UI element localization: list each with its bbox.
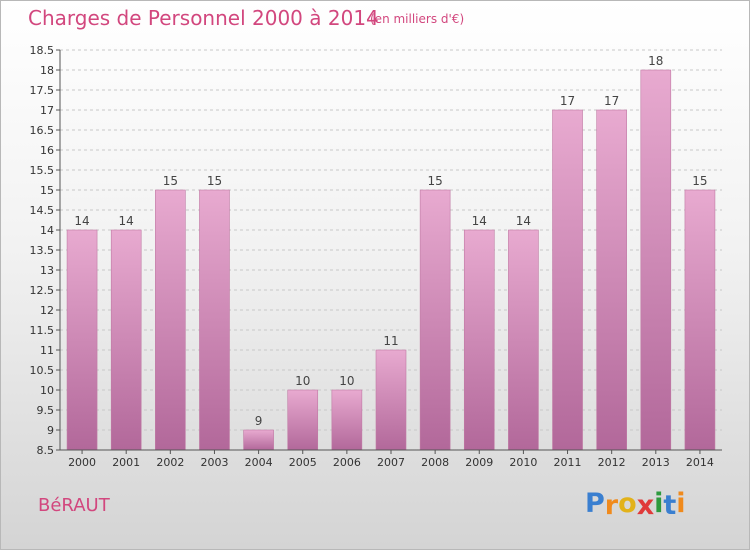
bar-2009 — [463, 229, 495, 451]
logo-letter: i — [654, 488, 664, 519]
y-tick-label: 17.5 — [30, 84, 55, 97]
x-tick-label: 2011 — [554, 456, 582, 469]
y-tick-label: 10.5 — [30, 364, 55, 377]
logo-letter: t — [663, 490, 677, 521]
bar-2013 — [640, 69, 672, 451]
x-tick-label: 2014 — [686, 456, 714, 469]
y-tick-label: 18 — [40, 64, 54, 77]
data-label: 10 — [339, 374, 354, 388]
data-label: 11 — [383, 334, 398, 348]
bar-2006 — [331, 389, 363, 451]
data-label: 14 — [119, 214, 134, 228]
chart-subtitle: (en milliers d'€) — [370, 12, 465, 26]
x-tick-label: 2001 — [112, 456, 140, 469]
y-tick-label: 9.5 — [37, 404, 55, 417]
bar-2010 — [508, 229, 539, 451]
commune-name: BéRAUT — [38, 495, 110, 516]
y-tick-label: 10 — [40, 384, 54, 397]
bar-2008 — [419, 189, 451, 451]
bar-2011 — [552, 109, 583, 451]
x-tick-label: 2008 — [421, 456, 449, 469]
x-tick-label: 2009 — [465, 456, 493, 469]
bar-2003 — [199, 189, 230, 451]
logo-letter: x — [636, 490, 655, 521]
data-label: 15 — [207, 174, 222, 188]
x-tick-label: 2000 — [68, 456, 96, 469]
y-tick-label: 14.5 — [30, 204, 55, 217]
data-label: 17 — [604, 94, 619, 108]
x-tick-label: 2007 — [377, 456, 405, 469]
data-label: 14 — [516, 214, 531, 228]
data-label: 17 — [560, 94, 575, 108]
data-label: 18 — [648, 54, 663, 68]
y-tick-label: 15 — [40, 184, 54, 197]
y-tick-label: 8.5 — [37, 444, 55, 457]
y-tick-label: 18.5 — [30, 44, 55, 57]
y-tick-label: 14 — [40, 224, 54, 237]
chart-title: Charges de Personnel 2000 à 2014 — [28, 6, 379, 30]
data-label: 14 — [74, 214, 89, 228]
x-tick-label: 2013 — [642, 456, 670, 469]
y-tick-label: 15.5 — [30, 164, 55, 177]
y-tick-label: 9 — [47, 424, 54, 437]
data-label: 15 — [427, 174, 442, 188]
y-tick-label: 11.5 — [30, 324, 55, 337]
y-tick-label: 16 — [40, 144, 54, 157]
x-tick-label: 2002 — [156, 456, 184, 469]
y-tick-label: 12 — [40, 304, 54, 317]
bar-2014 — [684, 189, 716, 451]
bar-2004 — [243, 429, 274, 451]
x-tick-label: 2010 — [509, 456, 537, 469]
data-label: 15 — [692, 174, 707, 188]
y-tick-label: 11 — [40, 344, 54, 357]
bar-2001 — [110, 229, 142, 451]
data-label: 15 — [163, 174, 178, 188]
x-tick-label: 2003 — [200, 456, 228, 469]
y-tick-label: 12.5 — [30, 284, 55, 297]
bar-2005 — [287, 389, 319, 451]
x-tick-label: 2005 — [289, 456, 317, 469]
proxiti-logo: Proxiti — [585, 488, 686, 521]
x-tick-label: 2006 — [333, 456, 361, 469]
data-label: 14 — [472, 214, 487, 228]
logo-letter: r — [604, 490, 619, 521]
y-tick-label: 16.5 — [30, 124, 55, 137]
y-tick-label: 17 — [40, 104, 54, 117]
x-tick-label: 2004 — [245, 456, 273, 469]
data-label: 9 — [255, 414, 263, 428]
y-tick-label: 13 — [40, 264, 54, 277]
logo-letter: P — [585, 488, 605, 519]
bar-2007 — [375, 349, 407, 451]
x-tick-label: 2012 — [598, 456, 626, 469]
data-label: 10 — [295, 374, 310, 388]
bar-2002 — [155, 189, 186, 451]
logo-letter: o — [618, 488, 637, 519]
bar-2012 — [596, 109, 627, 451]
y-tick-label: 13.5 — [30, 244, 55, 257]
logo-letter: i — [676, 488, 686, 519]
bar-2000 — [66, 229, 98, 451]
